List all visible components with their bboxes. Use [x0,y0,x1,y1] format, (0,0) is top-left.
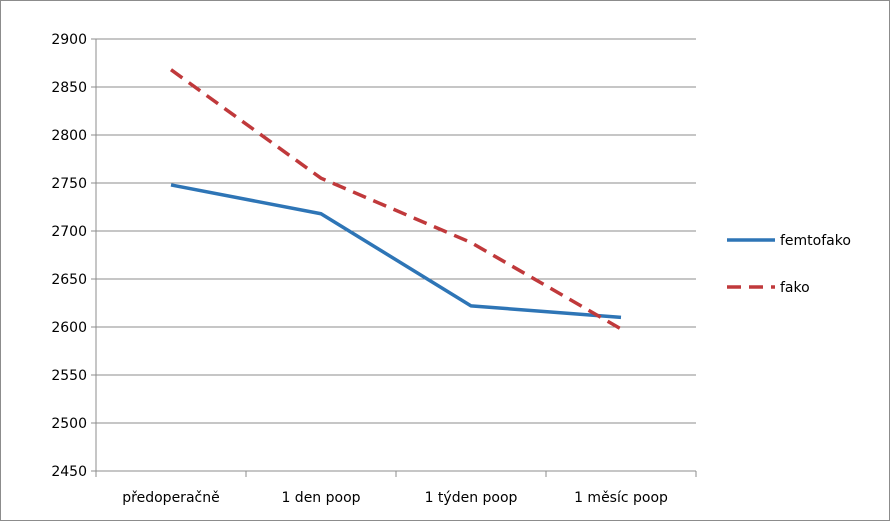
legend-label: fako [780,280,810,296]
y-tick-label: 2750 [51,176,87,192]
x-tick-label: předoperačně [122,490,219,506]
x-axis-ticks: předoperačně 1 den poop 1 týden poop 1 měsí… [95,471,697,506]
legend-label: femtofako [780,233,851,249]
x-tick-label: 1 měsíc poop [574,490,668,506]
y-tick-label: 2850 [51,80,87,96]
y-axis-ticks: 2450 2500 2550 2600 2650 2700 2750 2800 2850 2900 [51,32,96,480]
gridlines [96,38,696,424]
y-tick-label: 2900 [51,32,87,48]
series-line-fako [169,68,622,331]
x-tick-label: 1 týden poop [425,490,518,506]
y-tick-label: 2600 [51,320,87,336]
axes [95,39,696,472]
y-tick-label: 2450 [51,464,87,480]
y-tick-label: 2650 [51,272,87,288]
y-tick-label: 2800 [51,128,87,144]
series-line-femtofako [170,183,622,320]
legend: femtofako fako [727,233,851,296]
x-tick-label: 1 den poop [281,490,360,506]
y-tick-label: 2500 [51,416,87,432]
y-tick-label: 2550 [51,368,87,384]
y-tick-label: 2700 [51,224,87,240]
series-lines [169,68,622,331]
